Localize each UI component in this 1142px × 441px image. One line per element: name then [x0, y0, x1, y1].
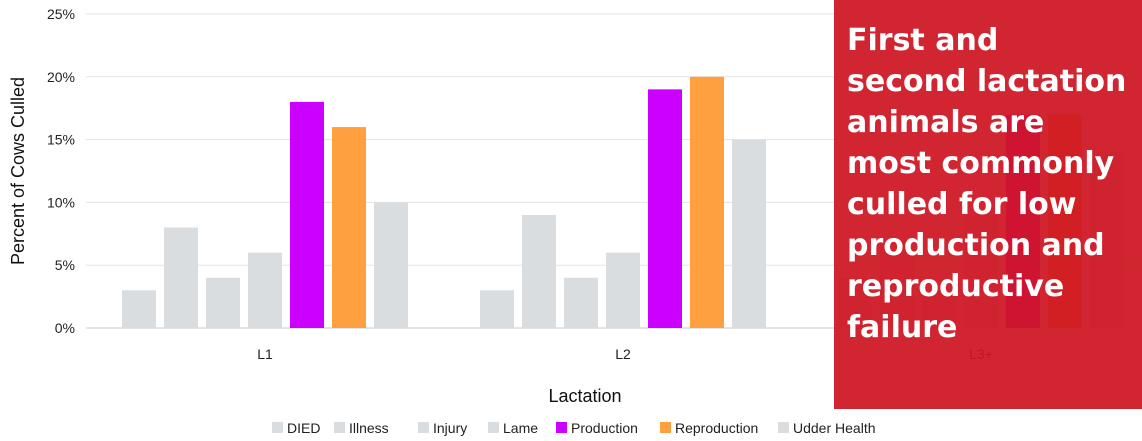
legend-label: DIED [287, 420, 320, 436]
legend-swatch [556, 422, 567, 433]
y-tick-label: 25% [47, 6, 75, 22]
bar-illness-l1 [164, 227, 198, 328]
bar-injury-l2 [564, 277, 598, 328]
bar-udder-health-l2 [732, 139, 766, 328]
x-tick-label: L2 [615, 346, 631, 362]
y-tick-label: 10% [47, 194, 75, 210]
bar-udder-health-l1 [374, 202, 408, 328]
legend-swatch [778, 422, 789, 433]
legend-label: Injury [433, 420, 467, 436]
legend-swatch [488, 422, 499, 433]
legend: DIED Illness Injury Lame Production Reproduct… [272, 420, 876, 436]
bar-illness-l2 [522, 214, 556, 328]
legend-swatch [334, 422, 345, 433]
bar-lame-l1 [248, 252, 282, 328]
bar-died-l2 [480, 290, 514, 328]
bar-injury-l1 [206, 277, 240, 328]
callout-box: First and second lactation animals are m… [834, 0, 1142, 409]
x-tick-label: L1 [257, 346, 273, 362]
y-tick-label: 20% [47, 69, 75, 85]
legend-swatch [272, 422, 283, 433]
bar-production-l2 [648, 89, 682, 328]
y-tick-label: 0% [55, 320, 75, 336]
y-axis-ticks: 0% 5% 10% 15% 20% 25% [47, 6, 75, 336]
callout-text: First and second lactation animals are m… [847, 23, 1127, 345]
legend-label: Reproduction [675, 420, 758, 436]
y-tick-label: 5% [55, 257, 75, 273]
legend-label: Lame [503, 420, 538, 436]
y-tick-label: 15% [47, 132, 75, 148]
bar-reproduction-l1 [332, 127, 366, 328]
bar-lame-l2 [606, 252, 640, 328]
bar-production-l1 [290, 101, 324, 328]
legend-label: Production [571, 420, 638, 436]
bar-died-l1 [122, 290, 156, 328]
legend-label: Udder Health [793, 420, 876, 436]
y-axis-title: Percent of Cows Culled [8, 77, 28, 265]
x-axis-title: Lactation [548, 386, 621, 406]
bar-reproduction-l2 [690, 76, 724, 328]
legend-swatch [660, 422, 671, 433]
legend-label: Illness [349, 420, 389, 436]
legend-swatch [418, 422, 429, 433]
